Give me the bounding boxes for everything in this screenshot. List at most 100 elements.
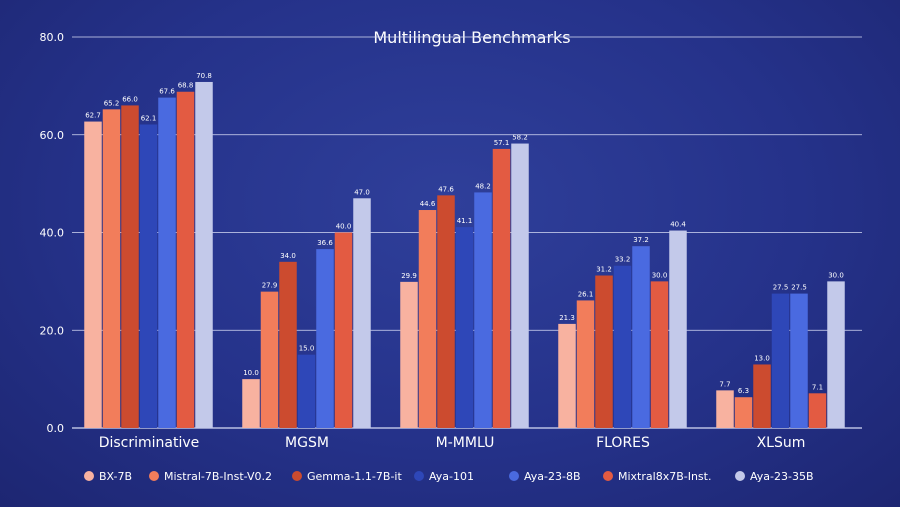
bar — [334, 232, 353, 428]
data-label: 34.0 — [280, 252, 296, 260]
legend-swatch — [149, 471, 159, 481]
bar — [242, 379, 260, 428]
bar — [121, 105, 139, 429]
data-label: 47.0 — [354, 188, 370, 196]
bar — [316, 249, 334, 428]
data-label: 27.5 — [791, 284, 807, 292]
bar — [176, 91, 195, 429]
data-label: 30.0 — [652, 271, 668, 279]
bar — [771, 293, 790, 428]
y-tick-label: 0.0 — [47, 422, 65, 435]
legend-label: Aya-23-35B — [750, 470, 814, 483]
data-label: 7.7 — [719, 380, 730, 388]
data-label: 31.2 — [596, 266, 612, 274]
bar — [558, 323, 576, 428]
data-labels: 62.765.2 66.0 62.1 67.668.870.8 10.0 27.9 34.0… — [85, 72, 844, 395]
data-label: 27.9 — [262, 282, 278, 290]
legend-label: Gemma-1.1-7B-it — [307, 470, 402, 483]
bar — [790, 293, 808, 428]
data-label: 70.8 — [196, 72, 212, 80]
data-label: 44.6 — [420, 200, 436, 208]
bar — [827, 281, 845, 428]
y-tick-label: 40.0 — [40, 227, 65, 240]
bar — [716, 390, 734, 428]
bar — [632, 246, 650, 428]
legend-swatch — [603, 471, 613, 481]
data-label: 21.3 — [559, 314, 575, 322]
bar — [353, 198, 371, 428]
x-tick-label: FLORES — [596, 435, 650, 451]
data-label: 37.2 — [633, 236, 649, 244]
bar — [474, 192, 492, 428]
bar — [734, 397, 753, 428]
data-label: 65.2 — [104, 99, 120, 107]
legend-label: Mistral-7B-Inst-V0.2 — [164, 470, 272, 483]
legend-swatch — [84, 471, 94, 481]
bar — [455, 227, 474, 428]
legend-item: Mistral-7B-Inst-V0.2 — [149, 470, 272, 483]
x-tick-label: M-MMLU — [436, 435, 495, 451]
y-tick-label: 80.0 — [40, 31, 65, 44]
bar — [576, 300, 595, 428]
legend-item: Mixtral8x7B-Inst. — [603, 470, 711, 483]
data-label: 13.0 — [754, 354, 770, 362]
legend-item: BX-7B — [84, 470, 132, 483]
bar — [595, 275, 613, 428]
y-tick-label: 20.0 — [40, 324, 65, 337]
data-label: 33.2 — [615, 256, 631, 264]
legend-label: Aya-23-8B — [524, 470, 581, 483]
bar — [613, 265, 632, 428]
data-label: 40.4 — [670, 221, 686, 229]
bar — [139, 124, 158, 428]
bar — [650, 281, 669, 428]
x-tick-label: MGSM — [285, 435, 329, 451]
bar — [158, 97, 176, 428]
bar — [400, 281, 418, 428]
legend-label: BX-7B — [99, 470, 132, 483]
bar — [511, 143, 529, 429]
data-label: 62.1 — [141, 114, 157, 122]
y-axis: 0.0 20.0 40.0 60.0 80.0 — [40, 31, 65, 435]
x-tick-label: Discriminative — [99, 435, 200, 451]
data-label: 58.2 — [512, 134, 528, 142]
legend-swatch — [292, 471, 302, 481]
bar — [297, 354, 316, 428]
legend-swatch — [735, 471, 745, 481]
data-label: 30.0 — [828, 271, 844, 279]
data-label: 47.6 — [438, 185, 454, 193]
legend-item: Aya-101 — [414, 470, 474, 483]
bar — [102, 109, 121, 429]
data-label: 62.7 — [85, 112, 101, 120]
data-label: 41.1 — [457, 217, 473, 225]
data-label: 57.1 — [494, 139, 510, 147]
legend-item: Aya-23-8B — [509, 470, 581, 483]
bar — [492, 148, 511, 428]
legend-label: Mixtral8x7B-Inst. — [618, 470, 711, 483]
data-label: 66.0 — [122, 95, 138, 103]
bar — [279, 261, 297, 428]
x-axis: Discriminative MGSM M-MMLU FLORES XLSum — [99, 435, 806, 451]
bars — [84, 81, 845, 429]
chart-title: Multilingual Benchmarks — [373, 28, 570, 47]
data-label: 6.3 — [738, 387, 749, 395]
data-label: 15.0 — [299, 345, 315, 353]
bar — [418, 210, 437, 428]
data-label: 67.6 — [159, 88, 175, 96]
data-label: 26.1 — [578, 290, 594, 298]
x-tick-label: XLSum — [757, 435, 806, 451]
y-tick-label: 60.0 — [40, 129, 65, 142]
bar — [84, 121, 102, 429]
data-label: 10.0 — [243, 369, 259, 377]
data-label: 7.1 — [812, 383, 823, 391]
data-label: 27.5 — [773, 284, 789, 292]
legend-swatch — [414, 471, 424, 481]
legend-swatch — [509, 471, 519, 481]
bar — [195, 81, 213, 428]
bar — [808, 393, 827, 428]
bar — [437, 195, 455, 428]
bar — [753, 364, 771, 428]
data-label: 40.0 — [336, 223, 352, 231]
data-label: 48.2 — [475, 182, 491, 190]
bar — [260, 291, 279, 428]
